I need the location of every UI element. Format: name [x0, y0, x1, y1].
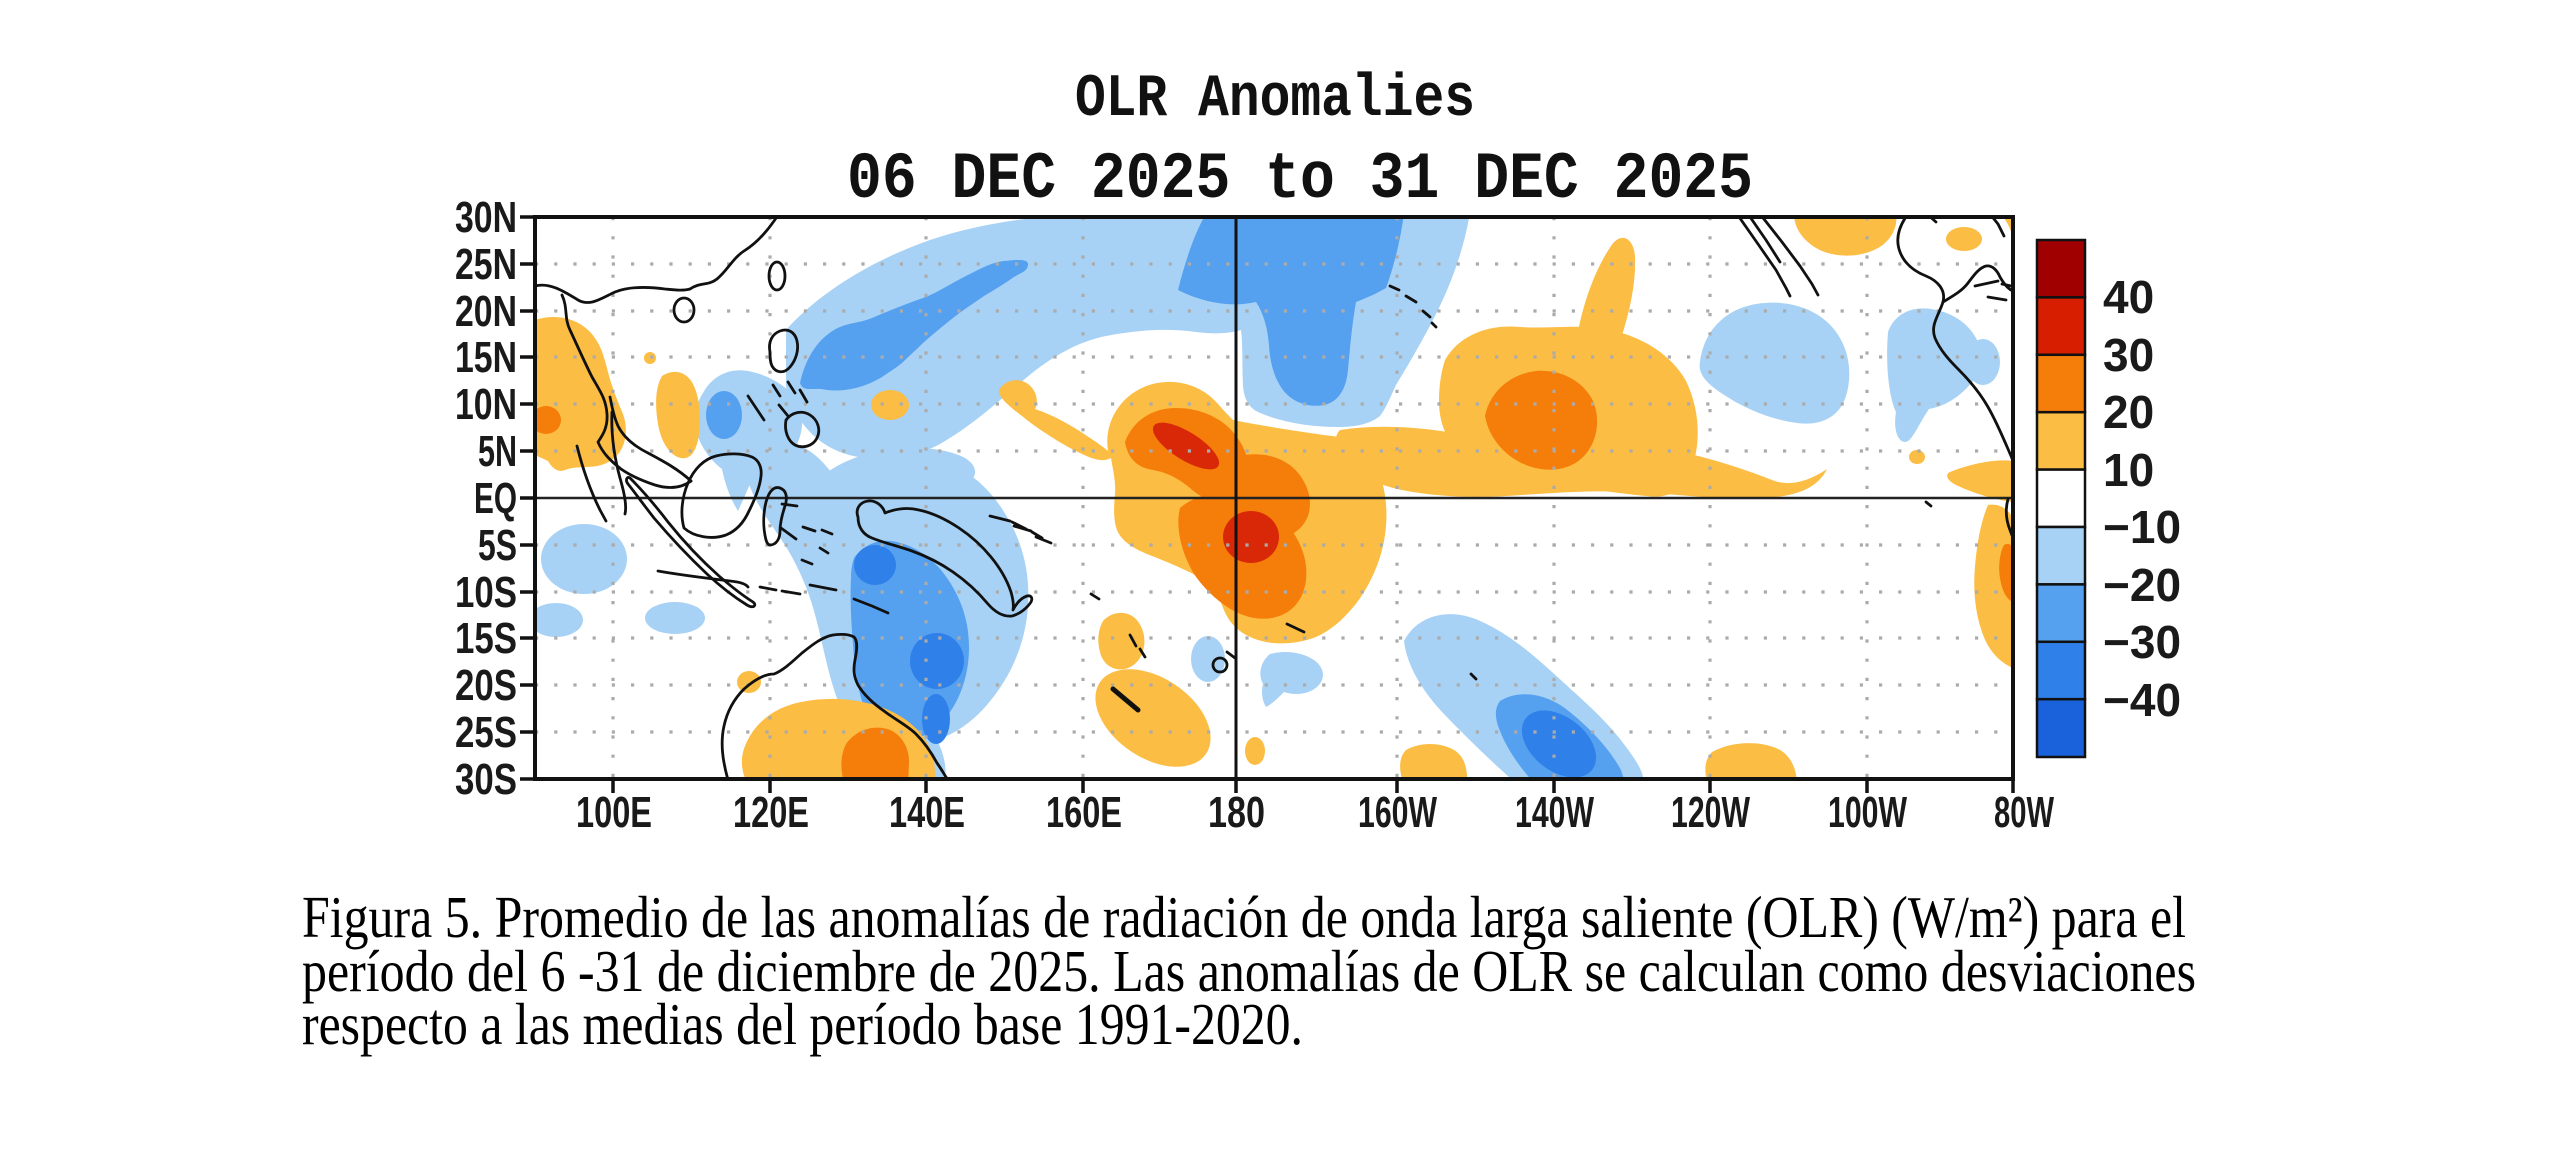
svg-text:20N: 20N: [455, 287, 517, 336]
svg-text:30N: 30N: [455, 193, 517, 242]
svg-text:25S: 25S: [455, 708, 517, 757]
svg-text:−40: −40: [2103, 674, 2181, 726]
svg-text:30: 30: [2103, 329, 2154, 381]
svg-text:respecto a las medias del perí: respecto a las medias del período base 1…: [302, 991, 1303, 1057]
svg-text:120E: 120E: [733, 788, 809, 837]
svg-text:20: 20: [2103, 386, 2154, 438]
svg-text:15N: 15N: [455, 333, 517, 382]
svg-text:180: 180: [1208, 788, 1265, 837]
svg-text:25N: 25N: [455, 240, 517, 289]
svg-text:20S: 20S: [455, 661, 517, 710]
svg-text:140W: 140W: [1515, 788, 1594, 837]
svg-text:5S: 5S: [478, 521, 517, 570]
svg-text:160E: 160E: [1046, 788, 1122, 837]
svg-text:15S: 15S: [455, 614, 517, 663]
svg-text:140E: 140E: [889, 788, 965, 837]
svg-text:160W: 160W: [1358, 788, 1437, 837]
svg-text:10N: 10N: [455, 380, 517, 429]
svg-text:OLR Anomalies: OLR Anomalies: [1075, 66, 1475, 134]
svg-text:40: 40: [2103, 271, 2154, 323]
svg-text:10: 10: [2103, 444, 2154, 496]
svg-text:−30: −30: [2103, 616, 2181, 668]
svg-text:80W: 80W: [1994, 788, 2054, 837]
svg-text:120W: 120W: [1671, 788, 1750, 837]
svg-text:Figura 5. Promedio de las anom: Figura 5. Promedio de las anomalías de r…: [302, 884, 2186, 950]
svg-text:−20: −20: [2103, 559, 2181, 611]
svg-text:período del 6 -31 de diciembre: período del 6 -31 de diciembre de 2025. …: [302, 938, 2196, 1004]
svg-text:06 DEC 2025 to 31 DEC 2025: 06 DEC 2025 to 31 DEC 2025: [847, 142, 1753, 217]
svg-text:30S: 30S: [455, 755, 517, 804]
svg-text:−10: −10: [2103, 501, 2181, 553]
svg-text:EQ: EQ: [474, 474, 517, 523]
svg-text:5N: 5N: [478, 427, 517, 476]
svg-text:100E: 100E: [576, 788, 652, 837]
svg-text:10S: 10S: [455, 568, 517, 617]
svg-text:100W: 100W: [1828, 788, 1907, 837]
